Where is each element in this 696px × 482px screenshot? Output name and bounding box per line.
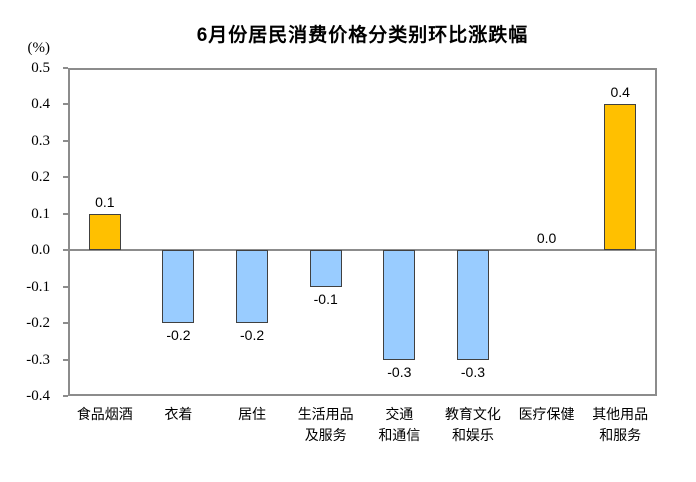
x-axis-category-label: 生活用品 及服务 bbox=[297, 406, 354, 443]
bar-4 bbox=[383, 250, 416, 360]
bar-value-label: 0.4 bbox=[610, 84, 630, 101]
y-axis-tick-label: 0.2 bbox=[31, 169, 50, 186]
x-axis-category-label: 居住 bbox=[238, 406, 267, 422]
y-axis-tick-mark bbox=[63, 212, 68, 215]
y-axis-tick-mark bbox=[63, 249, 68, 252]
y-axis-tick-label: 0.3 bbox=[31, 132, 50, 149]
bar-value-label: 0.0 bbox=[536, 230, 557, 247]
bar-value-label: -0.1 bbox=[313, 290, 338, 307]
bar-value-label: -0.3 bbox=[387, 363, 412, 380]
x-axis-category-label: 食品烟酒 bbox=[76, 406, 133, 422]
zero-baseline bbox=[68, 249, 657, 252]
bar-value-label: -0.2 bbox=[166, 327, 191, 344]
y-axis-tick-label: -0.2 bbox=[26, 315, 50, 332]
y-axis-tick-label: 0.4 bbox=[31, 96, 50, 113]
y-axis-tick-mark bbox=[63, 67, 68, 69]
bar-value-label: -0.3 bbox=[460, 363, 485, 380]
y-axis-tick-mark bbox=[63, 176, 68, 179]
x-axis-category-label: 教育文化 和娱乐 bbox=[444, 406, 501, 443]
x-axis-category-label: 交通 和通信 bbox=[378, 406, 421, 443]
bar-5 bbox=[456, 250, 489, 360]
bar-7 bbox=[604, 104, 637, 251]
chart-title: 6月份居民消费价格分类别环比涨跌幅 bbox=[196, 25, 529, 46]
y-axis-tick-mark bbox=[63, 358, 68, 361]
y-axis-unit-label: (%) bbox=[27, 40, 51, 56]
x-axis-category-label: 医疗保健 bbox=[518, 406, 575, 422]
y-axis-tick-mark bbox=[63, 103, 68, 106]
y-axis-tick-mark bbox=[63, 395, 68, 397]
y-axis-tick-label: 0.1 bbox=[31, 205, 50, 222]
x-axis-category-label: 衣着 bbox=[164, 406, 193, 422]
x-axis-category-label: 其他用品 和服务 bbox=[592, 406, 649, 443]
bar-1 bbox=[162, 250, 195, 324]
y-axis-tick-label: -0.1 bbox=[26, 278, 50, 295]
y-axis-tick-label: -0.3 bbox=[26, 351, 50, 368]
y-axis-tick-label: 0.5 bbox=[31, 60, 50, 76]
bar-value-label: 0.1 bbox=[95, 193, 115, 210]
y-axis-tick-label: -0.4 bbox=[26, 388, 50, 404]
bar-0 bbox=[88, 213, 121, 251]
y-axis-tick-mark bbox=[63, 322, 68, 325]
plot-area bbox=[68, 68, 657, 396]
bar-2 bbox=[236, 250, 269, 324]
y-axis-tick-mark bbox=[63, 139, 68, 142]
bar-value-label: -0.2 bbox=[240, 327, 265, 344]
y-axis-tick-label: 0.0 bbox=[31, 242, 50, 259]
bar-3 bbox=[309, 250, 342, 287]
y-axis-tick-mark bbox=[63, 285, 68, 288]
